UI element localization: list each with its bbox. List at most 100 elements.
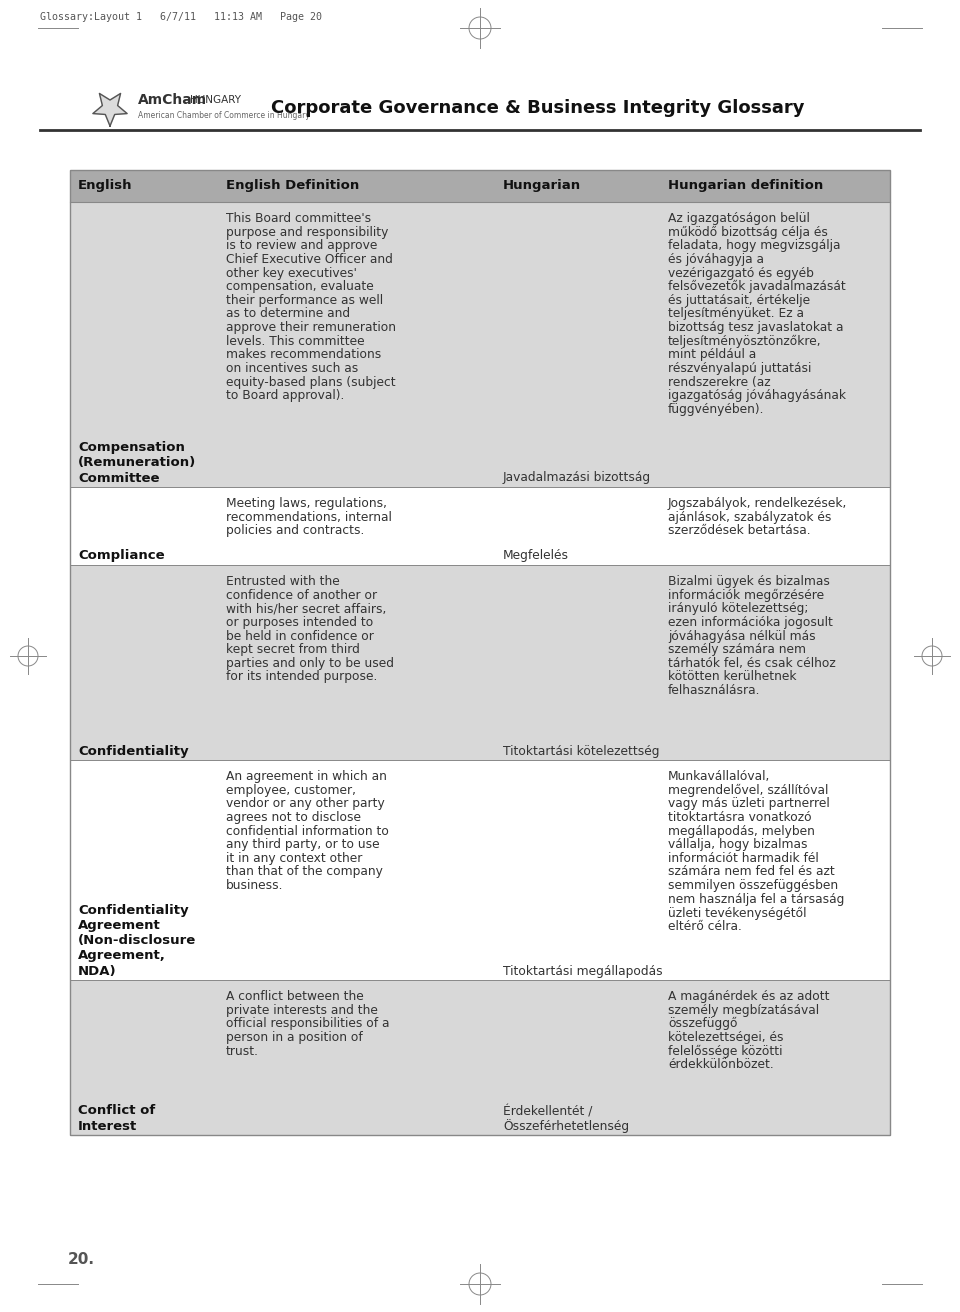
Text: felhasználásra.: felhasználásra. — [668, 684, 760, 697]
Bar — [70, 760, 890, 980]
Text: információk megőrzésére: információk megőrzésére — [668, 589, 824, 602]
Text: Interest: Interest — [78, 1119, 137, 1132]
Text: American Chamber of Commerce in Hungary: American Chamber of Commerce in Hungary — [138, 110, 310, 119]
Text: kötötten kerülhetnek: kötötten kerülhetnek — [668, 670, 797, 684]
Text: Javadalmazási bizottság: Javadalmazási bizottság — [503, 471, 651, 484]
Text: A magánérdek és az adott: A magánérdek és az adott — [668, 991, 829, 1002]
Text: confidence of another or: confidence of another or — [226, 589, 377, 602]
Text: Agreement: Agreement — [78, 918, 160, 932]
Text: trust.: trust. — [226, 1044, 259, 1057]
Text: és juttatásait, értékelje: és juttatásait, értékelje — [668, 294, 810, 307]
Text: makes recommendations: makes recommendations — [226, 349, 381, 361]
Text: Munkavállalóval,: Munkavállalóval, — [668, 770, 770, 783]
Text: policies and contracts.: policies and contracts. — [226, 525, 365, 538]
Text: feladata, hogy megvizsgálja: feladata, hogy megvizsgálja — [668, 239, 841, 252]
Text: Bizalmi ügyek és bizalmas: Bizalmi ügyek és bizalmas — [668, 575, 829, 588]
Text: official responsibilities of a: official responsibilities of a — [226, 1017, 390, 1030]
Text: equity-based plans (subject: equity-based plans (subject — [226, 375, 396, 388]
Text: person in a position of: person in a position of — [226, 1031, 363, 1044]
Text: eltérő célra.: eltérő célra. — [668, 920, 742, 933]
Text: személy megbízatásával: személy megbízatásával — [668, 1004, 819, 1017]
Text: for its intended purpose.: for its intended purpose. — [226, 670, 377, 684]
Text: HUNGARY: HUNGARY — [190, 94, 241, 105]
Text: than that of the company: than that of the company — [226, 866, 383, 879]
Text: bizottság tesz javaslatokat a: bizottság tesz javaslatokat a — [668, 321, 844, 335]
Text: megállapodás, melyben: megállapodás, melyben — [668, 824, 815, 837]
Text: Titoktartási kötelezettség: Titoktartási kötelezettség — [503, 744, 660, 757]
Text: English Definition: English Definition — [226, 180, 359, 193]
Text: it in any context other: it in any context other — [226, 851, 362, 865]
Text: rendszerekre (az: rendszerekre (az — [668, 375, 771, 388]
Text: érdekkülönbözet.: érdekkülönbözet. — [668, 1059, 774, 1071]
Text: felsővezetők javadalmazását: felsővezetők javadalmazását — [668, 281, 846, 294]
Text: is to review and approve: is to review and approve — [226, 239, 377, 252]
Text: vendor or any other party: vendor or any other party — [226, 798, 385, 811]
Text: felelőssége közötti: felelőssége közötti — [668, 1044, 782, 1057]
Text: vállalja, hogy bizalmas: vállalja, hogy bizalmas — [668, 838, 807, 851]
Polygon shape — [93, 93, 127, 126]
Text: Compliance: Compliance — [78, 550, 164, 563]
Text: vezérigazgató és egyéb: vezérigazgató és egyéb — [668, 266, 814, 279]
Text: kept secret from third: kept secret from third — [226, 643, 360, 656]
Text: Entrusted with the: Entrusted with the — [226, 575, 340, 588]
Text: Committee: Committee — [78, 471, 159, 484]
Text: információt harmadik fél: információt harmadik fél — [668, 851, 819, 865]
Text: Chief Executive Officer and: Chief Executive Officer and — [226, 253, 393, 266]
Text: ajánlások, szabályzatok és: ajánlások, szabályzatok és — [668, 510, 831, 523]
Text: levels. This committee: levels. This committee — [226, 335, 365, 348]
Text: nem használja fel a társaság: nem használja fel a társaság — [668, 892, 845, 905]
Text: Jogszabályok, rendelkezések,: Jogszabályok, rendelkezések, — [668, 497, 848, 510]
Text: any third party, or to use: any third party, or to use — [226, 838, 379, 851]
Text: összefüggő: összefüggő — [668, 1017, 737, 1030]
Bar — [70, 980, 890, 1135]
Text: to Board approval).: to Board approval). — [226, 390, 345, 403]
Text: üzleti tevékenységétől: üzleti tevékenységétől — [668, 907, 806, 920]
Text: ezen információka jogosult: ezen információka jogosult — [668, 615, 833, 628]
Text: Érdekellentét /: Érdekellentét / — [503, 1106, 592, 1118]
Text: approve their remuneration: approve their remuneration — [226, 321, 396, 335]
Text: 20.: 20. — [68, 1253, 95, 1267]
Text: purpose and responsibility: purpose and responsibility — [226, 226, 389, 239]
Bar — [70, 202, 890, 487]
Text: recommendations, internal: recommendations, internal — [226, 510, 392, 523]
Bar — [70, 171, 890, 1135]
Text: Agreement,: Agreement, — [78, 950, 166, 962]
Text: Confidentiality: Confidentiality — [78, 904, 188, 917]
Text: vagy más üzleti partnerrel: vagy más üzleti partnerrel — [668, 798, 829, 811]
Text: business.: business. — [226, 879, 283, 892]
Text: (Non-disclosure: (Non-disclosure — [78, 934, 196, 947]
Text: on incentives such as: on incentives such as — [226, 362, 358, 375]
Text: Hungarian: Hungarian — [503, 180, 581, 193]
Text: Megfelelés: Megfelelés — [503, 550, 569, 563]
Text: be held in confidence or: be held in confidence or — [226, 630, 373, 643]
Text: as to determine and: as to determine and — [226, 307, 350, 320]
Text: employee, customer,: employee, customer, — [226, 783, 356, 796]
Text: A conflict between the: A conflict between the — [226, 991, 364, 1002]
Text: Hungarian definition: Hungarian definition — [668, 180, 824, 193]
Text: This Board committee's: This Board committee's — [226, 213, 372, 224]
Text: other key executives': other key executives' — [226, 266, 357, 279]
Text: compensation, evaluate: compensation, evaluate — [226, 281, 373, 293]
Text: jóváhagyása nélkül más: jóváhagyása nélkül más — [668, 630, 816, 643]
Text: An agreement in which an: An agreement in which an — [226, 770, 387, 783]
Text: (Remuneration): (Remuneration) — [78, 457, 196, 470]
Text: Conflict of: Conflict of — [78, 1105, 156, 1118]
Text: NDA): NDA) — [78, 964, 116, 977]
Text: és jóváhagyja a: és jóváhagyja a — [668, 253, 764, 266]
Text: or purposes intended to: or purposes intended to — [226, 615, 373, 628]
Text: részvényalapú juttatási: részvényalapú juttatási — [668, 362, 811, 375]
Text: AmCham: AmCham — [138, 93, 207, 108]
Text: Glossary:Layout 1   6/7/11   11:13 AM   Page 20: Glossary:Layout 1 6/7/11 11:13 AM Page 2… — [40, 12, 322, 22]
Text: számára nem fed fel és azt: számára nem fed fel és azt — [668, 866, 835, 879]
Text: személy számára nem: személy számára nem — [668, 643, 806, 656]
Text: semmilyen összefüggésben: semmilyen összefüggésben — [668, 879, 838, 892]
Text: Compensation: Compensation — [78, 441, 185, 454]
Text: mint például a: mint például a — [668, 349, 756, 361]
Bar — [70, 487, 890, 565]
Text: with his/her secret affairs,: with his/her secret affairs, — [226, 602, 386, 615]
Text: Meeting laws, regulations,: Meeting laws, regulations, — [226, 497, 387, 510]
Bar — [70, 171, 890, 202]
Text: parties and only to be used: parties and only to be used — [226, 657, 394, 670]
Text: Confidentiality: Confidentiality — [78, 744, 188, 757]
Text: private interests and the: private interests and the — [226, 1004, 378, 1017]
